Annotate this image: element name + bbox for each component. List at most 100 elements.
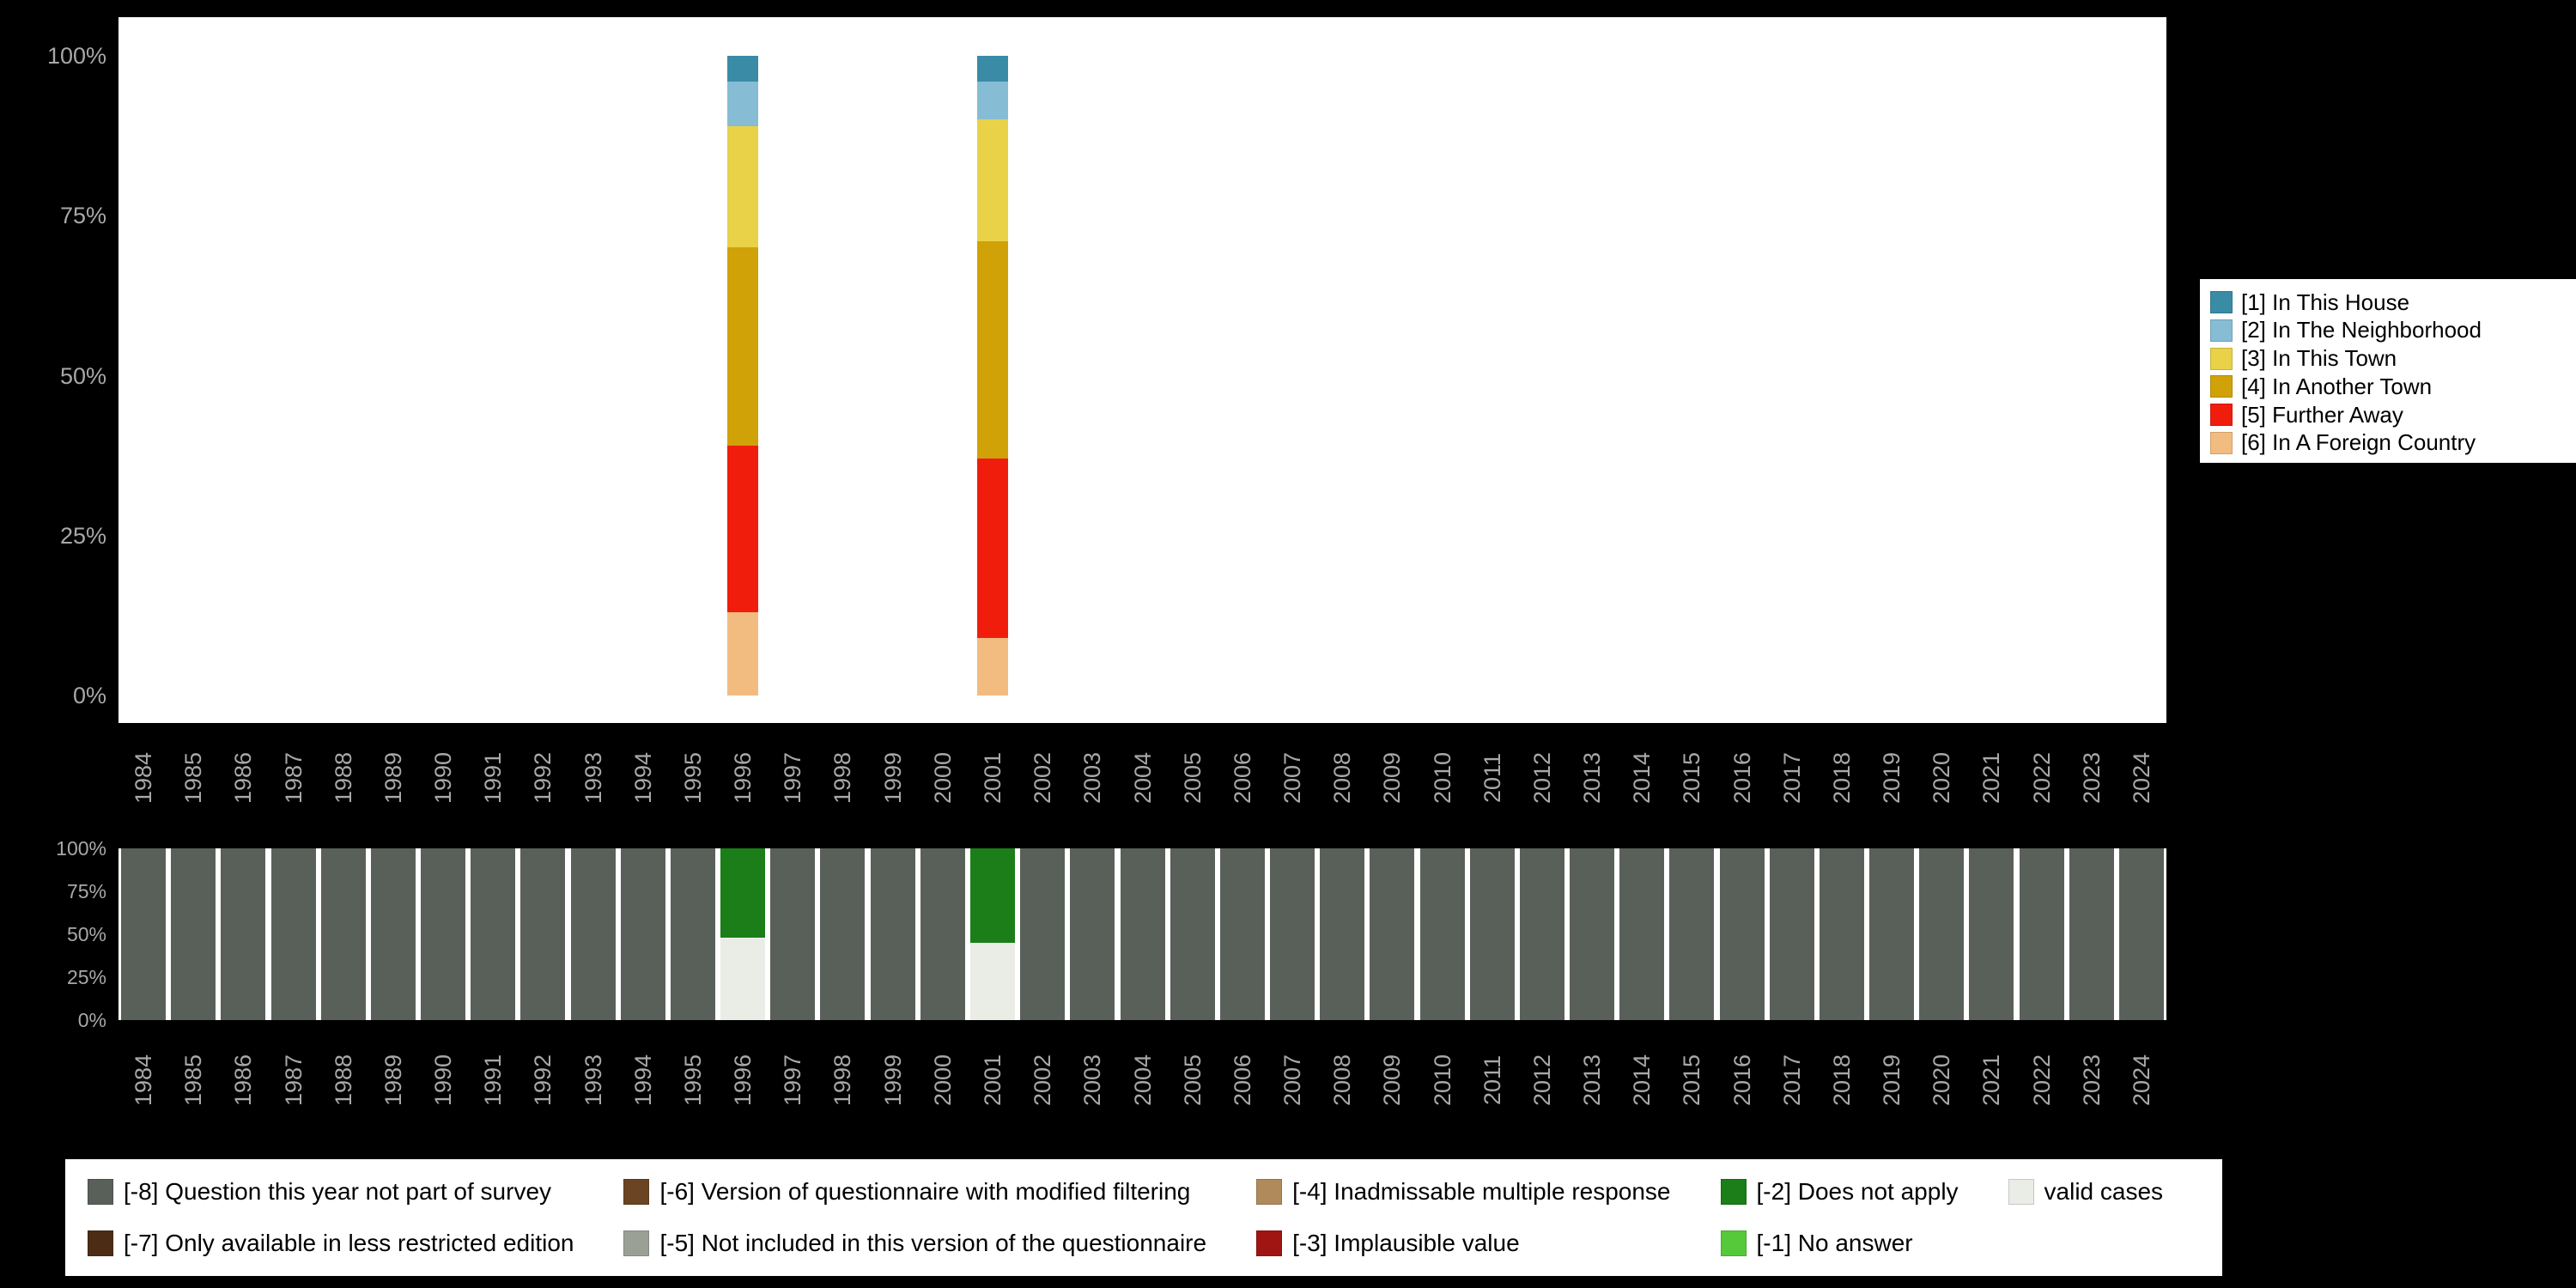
legend-item: [-7] Only available in less restricted e… [88,1230,574,1257]
legend-swatch [2210,291,2233,313]
bar-1984 [121,848,167,1020]
x-tick-label: 2001 [979,1054,1005,1107]
x-tick-label: 2002 [1030,751,1056,805]
bar-segment [870,848,915,1020]
bar-segment [1819,848,1864,1020]
x-tick-label: 1998 [829,751,856,805]
bar-2021 [1969,848,2014,1020]
x-tick-label: 2000 [929,1054,956,1107]
x-tick-label: 2007 [1279,1054,1305,1107]
bar-segment [969,848,1015,943]
bar-segment [920,848,965,1020]
legend-swatch [2210,404,2233,427]
legend-label: [6] In A Foreign Country [2241,429,2476,456]
legend-swatch [88,1230,113,1256]
category-legend: [1] In This House [2] In The Neighborhood… [2200,279,2576,463]
x-tick-label: 2017 [1778,1054,1805,1107]
x-tick-label: 2024 [2128,1054,2154,1107]
x-tick-label: 1990 [430,1054,457,1107]
bottom-plot-area [118,848,2166,1020]
x-tick-label: 2007 [1279,751,1305,805]
x-tick-label: 1988 [330,1054,356,1107]
legend-label: [3] In This Town [2241,345,2397,372]
legend-label: [-3] Implausible value [1292,1230,1520,1256]
bar-segment [421,848,466,1020]
bar-2018 [1819,848,1864,1020]
x-tick-label: 1996 [730,1054,756,1107]
bar-2010 [1419,848,1465,1020]
x-tick-label: 2019 [1879,1054,1905,1107]
x-tick-label: 2020 [1929,1054,1955,1107]
x-tick-label: 2015 [1679,1054,1705,1107]
bar-1987 [270,848,316,1020]
bar-segment [1320,848,1365,1020]
x-tick-label: 2024 [2128,751,2154,805]
x-tick-label: 2005 [1179,1054,1206,1107]
x-tick-label: 1987 [280,1054,307,1107]
x-tick-label: 2003 [1079,1054,1106,1107]
legend-item: [6] In A Foreign Country [2210,429,2569,456]
x-tick-label: 2004 [1129,1054,1156,1107]
x-tick-label: 2008 [1329,1054,1356,1107]
y-tick-label: 25% [59,522,106,549]
bar-1998 [820,848,866,1020]
legend-swatch [2210,319,2233,342]
bar-segment [976,119,1008,242]
bar-2011 [1469,848,1515,1020]
bar-segment [520,848,566,1020]
bar-2007 [1270,848,1315,1020]
bar-2008 [1320,848,1365,1020]
x-tick-label: 1989 [380,751,406,805]
x-tick-label: 1991 [480,1054,507,1107]
legend-swatch [1720,1230,1747,1256]
x-tick-label: 2012 [1528,1054,1555,1107]
x-tick-label: 2002 [1030,1054,1056,1107]
x-tick-label: 1998 [829,1054,856,1107]
bar-segment [969,943,1015,1020]
x-tick-label: 1992 [530,1054,556,1107]
legend-item: [2] In The Neighborhood [2210,317,2569,343]
bar-1994 [620,848,665,1020]
bar-segment [1120,848,1165,1020]
top-plot-area [118,17,2166,723]
x-tick-label: 1985 [180,1054,207,1107]
bar-segment [670,848,715,1020]
x-tick-label: 1990 [430,751,457,805]
x-tick-label: 1994 [629,751,656,805]
bar-2012 [1519,848,1564,1020]
x-tick-label: 2011 [1479,752,1505,804]
x-tick-label: 1987 [280,751,307,805]
x-tick-label: 1989 [380,1054,406,1107]
bar-segment [976,56,1008,82]
x-tick-label: 2006 [1229,751,1255,805]
x-tick-label: 2003 [1079,751,1106,805]
x-tick-label: 1991 [480,751,507,805]
x-tick-label: 1992 [530,751,556,805]
y-tick-label: 75% [59,203,106,229]
bar-segment [121,848,167,1020]
legend-label: [-2] Does not apply [1756,1178,1959,1205]
bar-1988 [320,848,366,1020]
x-tick-label: 1995 [679,1054,706,1107]
x-tick-label: 2006 [1229,1054,1255,1107]
bar-1996 [720,848,766,1020]
legend-label: [4] In Another Town [2241,373,2433,399]
legend-label: [2] In The Neighborhood [2241,317,2482,343]
legend-swatch [2210,375,2233,398]
x-tick-label: 2001 [979,751,1005,805]
bar-segment [770,848,816,1020]
bar-segment [221,848,266,1020]
bar-segment [1469,848,1515,1020]
x-tick-label: 2014 [1629,1054,1656,1107]
legend-label: [5] Further Away [2241,401,2403,428]
bar-1985 [171,848,216,1020]
bar-2020 [1919,848,1965,1020]
legend-item: [-5] Not included in this version of the… [623,1230,1206,1257]
legend-item: [-4] Inadmissable multiple response [1256,1178,1671,1206]
legend-label: valid cases [2044,1178,2164,1205]
bar-segment [1270,848,1315,1020]
legend-swatch [623,1230,650,1256]
x-tick-label: 1984 [131,751,157,805]
x-tick-label: 2004 [1129,751,1156,805]
bar-segment [1020,848,1066,1020]
